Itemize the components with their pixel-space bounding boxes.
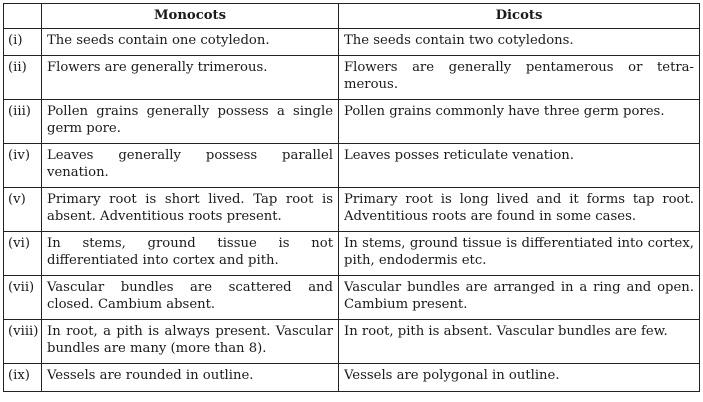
row-number: (i) [3, 28, 42, 56]
monocots-cell: The seeds contain one cotyledon. [41, 28, 339, 56]
row-number: (ix) [3, 363, 42, 392]
monocots-cell: Pollen grains generally possess a single… [41, 99, 339, 144]
monocots-cell: In stems, ground tissue is not different… [41, 231, 339, 276]
table-row: (ix) Vessels are rounded in outline. Ves… [3, 363, 700, 392]
monocots-cell: Vascular bundles are scattered and close… [41, 275, 339, 320]
dicots-cell: Vascular bundles are arranged in a ring … [338, 275, 700, 320]
header-row: Monocots Dicots [3, 3, 700, 29]
header-number [3, 3, 42, 29]
table-row: (vi) In stems, ground tissue is not diff… [3, 231, 700, 276]
row-number: (v) [3, 187, 42, 232]
table-row: (i) The seeds contain one cotyledon. The… [3, 28, 700, 56]
dicots-cell: In stems, ground tissue is differentiate… [338, 231, 700, 276]
dicots-cell: Flowers are generally pentamerous or tet… [338, 55, 700, 100]
monocots-cell: Flowers are generally trimerous. [41, 55, 339, 100]
row-number: (iii) [3, 99, 42, 144]
monocots-cell: Leaves generally possess parallel venati… [41, 143, 339, 188]
table-row: (viii) In root, a pith is always present… [3, 319, 700, 364]
table-row: (ii) Flowers are generally trimerous. Fl… [3, 55, 700, 100]
monocots-cell: Primary root is short lived. Tap root is… [41, 187, 339, 232]
dicots-cell: The seeds contain two cotyledons. [338, 28, 700, 56]
table-row: (iv) Leaves generally possess parallel v… [3, 143, 700, 188]
table-row: (vii) Vascular bundles are scattered and… [3, 275, 700, 320]
dicots-cell: Pollen grains commonly have three germ p… [338, 99, 700, 144]
dicots-cell: Primary root is long lived and it forms … [338, 187, 700, 232]
comparison-table: Monocots Dicots (i) The seeds contain on… [3, 3, 700, 392]
monocots-cell: In root, a pith is always present. Vascu… [41, 319, 339, 364]
monocots-cell: Vessels are rounded in outline. [41, 363, 339, 392]
row-number: (viii) [3, 319, 42, 364]
row-number: (vi) [3, 231, 42, 276]
row-number: (vii) [3, 275, 42, 320]
table-row: (iii) Pollen grains generally possess a … [3, 99, 700, 144]
header-monocots: Monocots [41, 3, 339, 29]
dicots-cell: Leaves posses reticulate venation. [338, 143, 700, 188]
row-number: (iv) [3, 143, 42, 188]
row-number: (ii) [3, 55, 42, 100]
table-row: (v) Primary root is short lived. Tap roo… [3, 187, 700, 232]
dicots-cell: Vessels are polygonal in outline. [338, 363, 700, 392]
dicots-cell: In root, pith is absent. Vascular bundle… [338, 319, 700, 364]
header-dicots: Dicots [338, 3, 700, 29]
